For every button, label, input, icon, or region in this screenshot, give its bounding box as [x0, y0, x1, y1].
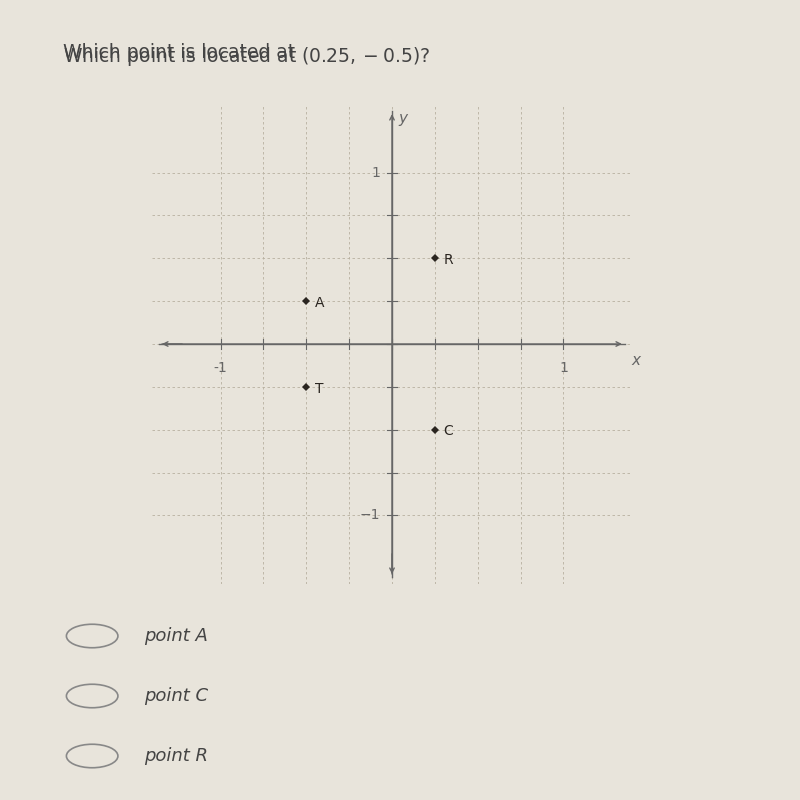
Text: point R: point R	[144, 747, 208, 765]
Text: C: C	[443, 425, 453, 438]
Text: point A: point A	[144, 627, 207, 645]
Text: x: x	[632, 353, 641, 367]
Text: Which point is located at $(0.25, -0.5)$?: Which point is located at $(0.25, -0.5)$…	[62, 45, 430, 67]
Text: A: A	[315, 296, 324, 310]
Text: -1: -1	[214, 361, 227, 375]
Text: Which point is located at: Which point is located at	[62, 42, 301, 62]
Text: R: R	[443, 253, 453, 267]
Text: T: T	[315, 382, 323, 395]
Text: 1: 1	[559, 361, 568, 375]
Text: 1: 1	[371, 166, 380, 179]
Text: point C: point C	[144, 687, 208, 705]
Text: y: y	[399, 111, 408, 126]
Text: −1: −1	[359, 509, 380, 522]
